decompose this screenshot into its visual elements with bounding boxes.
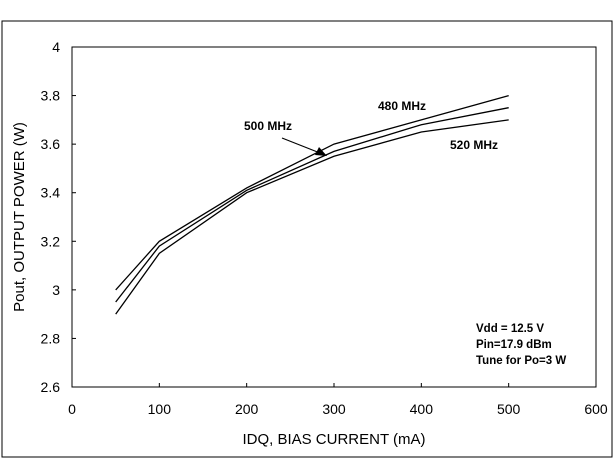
x-tick-label: 300	[322, 401, 346, 417]
figure-border	[1, 20, 613, 458]
x-axis-ticks: 0 100 200 300 400 500 600	[68, 383, 608, 417]
condition-tune: Tune for Po=3 W	[476, 355, 566, 367]
series-label-520: 520 MHz	[450, 138, 498, 152]
x-tick-label: 400	[410, 401, 434, 417]
series-line-480-mhz	[115, 94, 509, 291]
plot-area	[71, 46, 597, 388]
y-tick-label: 3.4	[41, 185, 61, 201]
x-tick-label: 0	[68, 401, 76, 417]
y-tick-label: 3.2	[41, 233, 61, 249]
series-line-520-mhz	[115, 119, 509, 315]
y-tick-label: 2.8	[41, 330, 61, 346]
y-tick-label: 3.6	[41, 136, 61, 152]
y-tick-label: 2.6	[41, 379, 61, 395]
series-label-500: 500 MHz	[244, 119, 292, 133]
condition-pin: Pin=17.9 dBm	[476, 339, 552, 351]
x-tick-label: 100	[148, 401, 172, 417]
y-axis-ticks: 2.6 2.8 3 3.2 3.4 3.6 3.8 4	[41, 39, 76, 395]
condition-vdd: Vdd = 12.5 V	[476, 323, 544, 335]
x-axis-label: IDQ, BIAS CURRENT (mA)	[242, 431, 425, 448]
y-tick-label: 4	[52, 39, 60, 55]
series-label-480: 480 MHz	[378, 99, 426, 113]
x-tick-label: 200	[235, 401, 259, 417]
y-tick-label: 3.8	[41, 88, 61, 104]
series-lines	[115, 94, 509, 315]
x-tick-label: 600	[584, 401, 608, 417]
annotation-arrow	[281, 137, 327, 156]
x-tick-label: 500	[497, 401, 521, 417]
y-axis-label: Pout, OUTPUT POWER (W)	[11, 122, 28, 312]
series-line-500-mhz	[115, 107, 509, 303]
y-tick-label: 3	[52, 282, 60, 298]
